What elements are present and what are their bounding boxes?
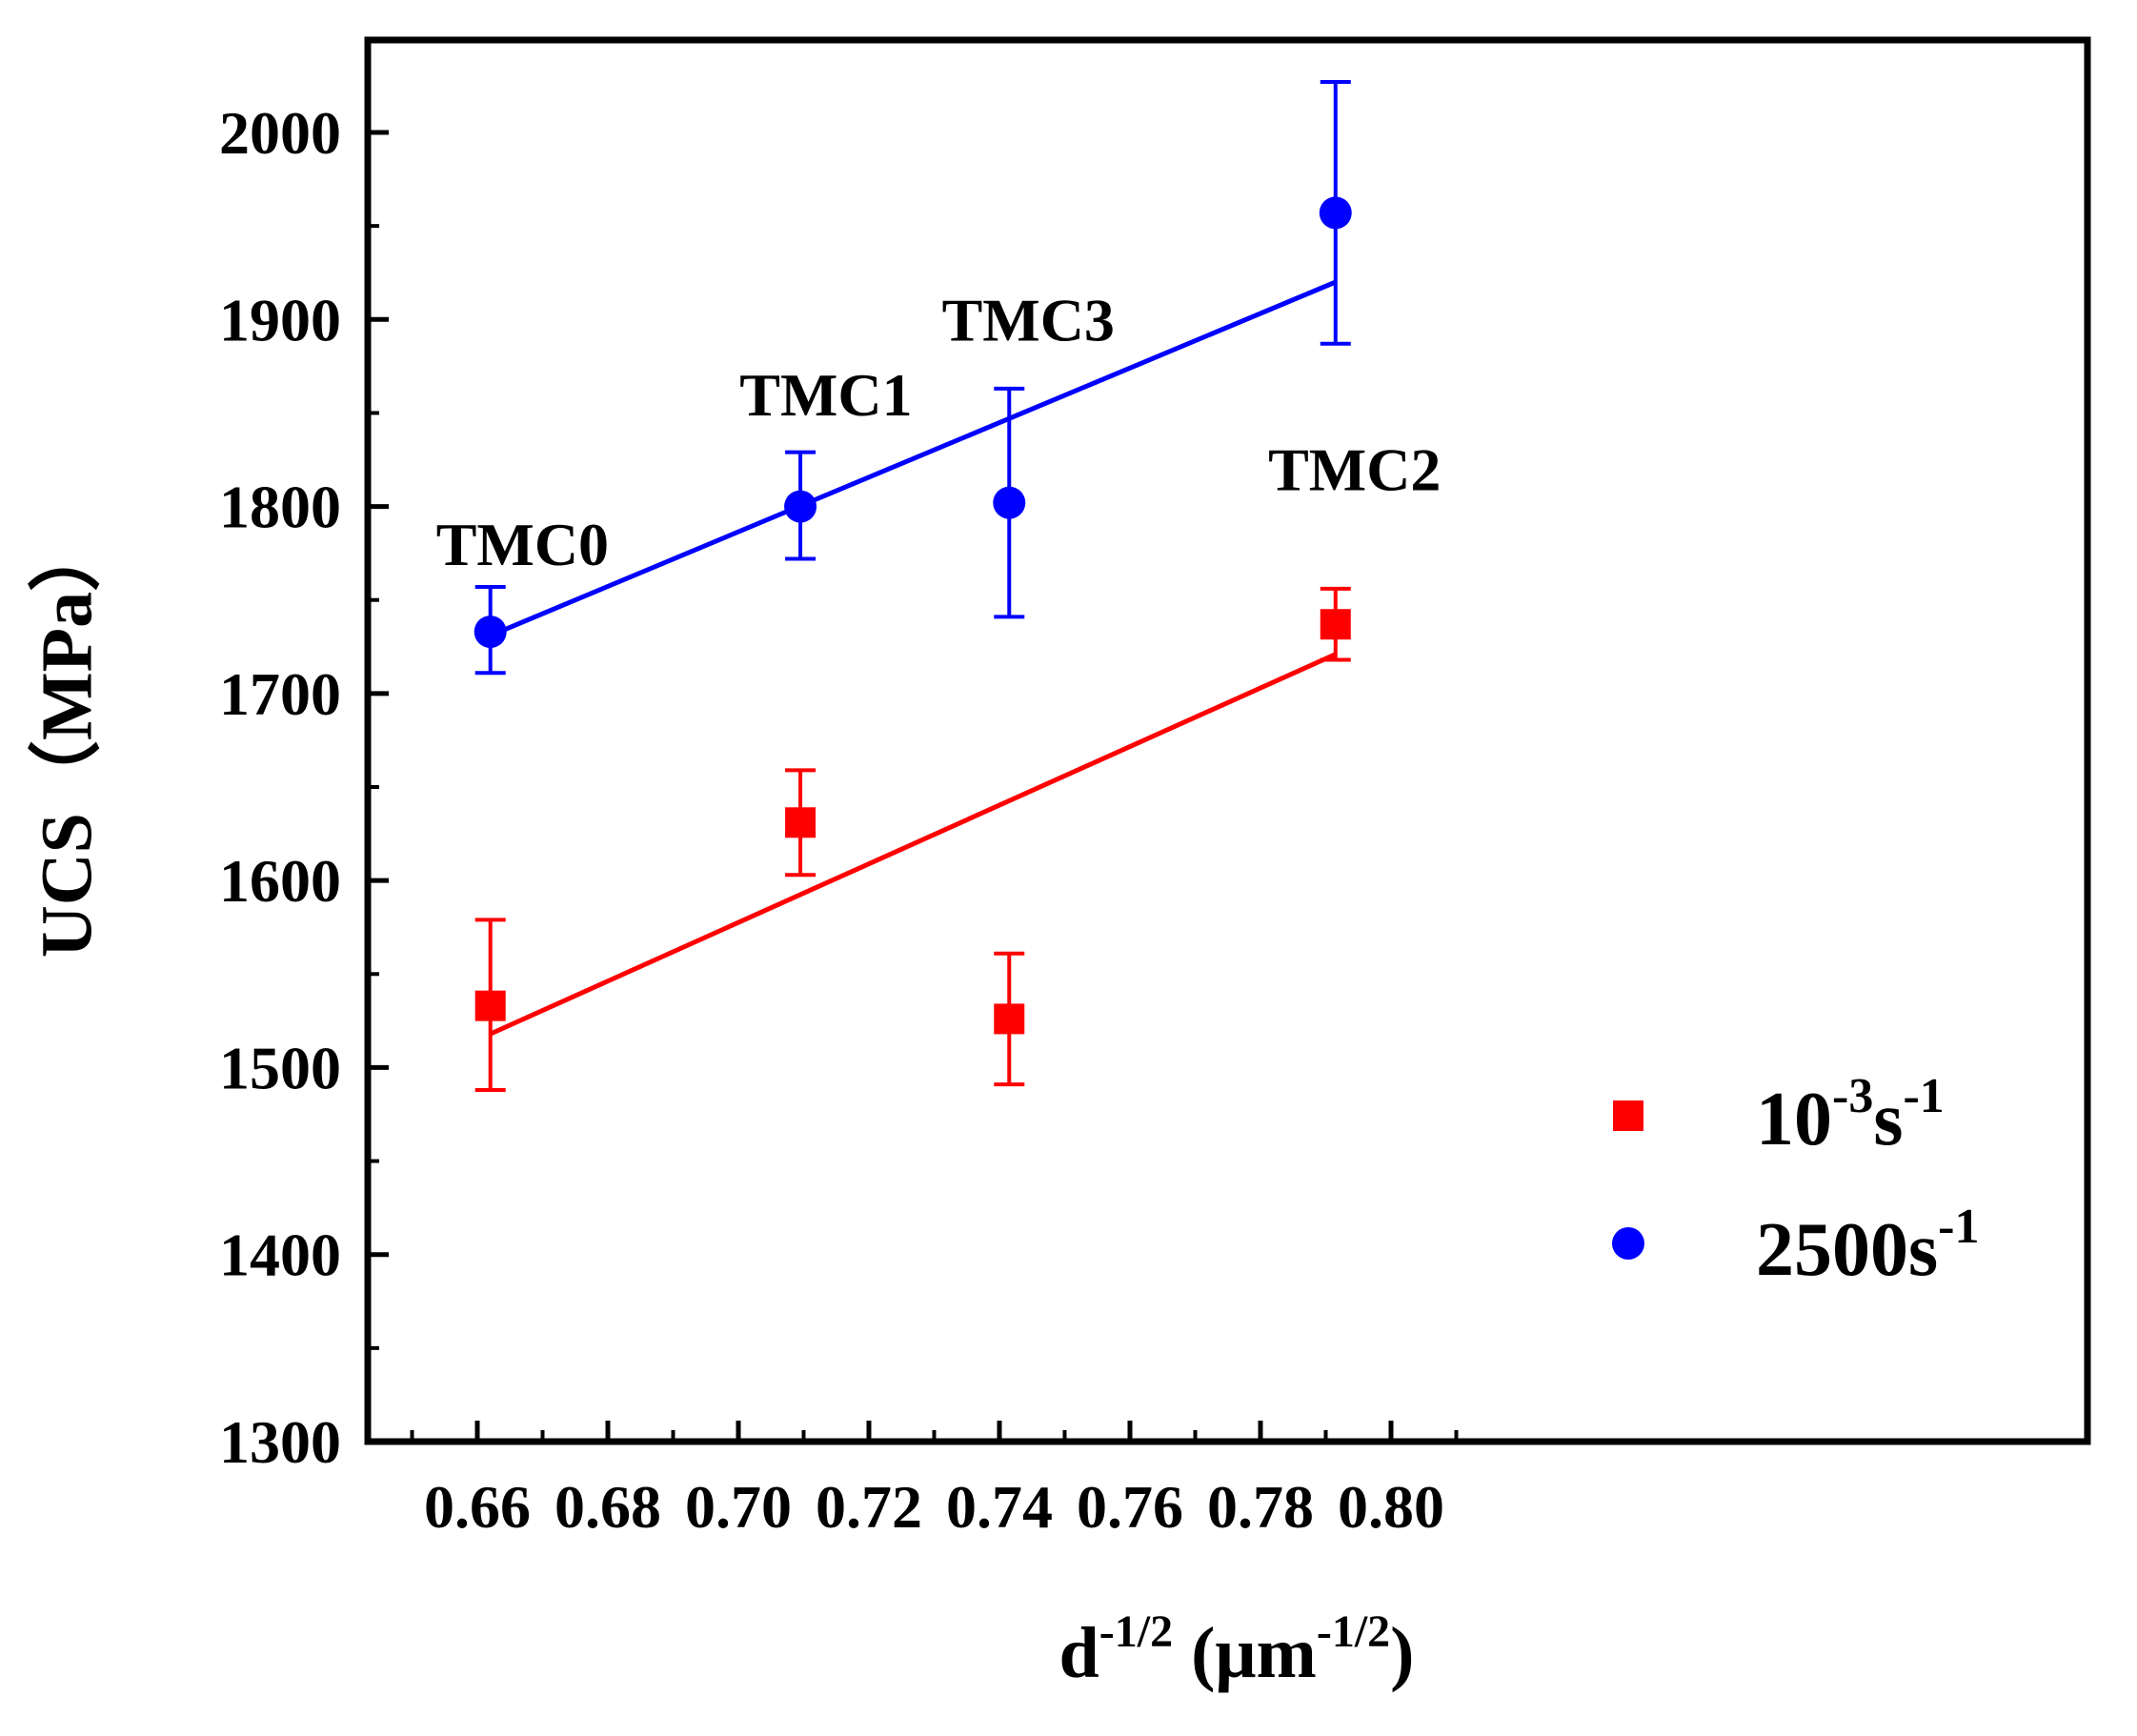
- x-tick-label: 0.80: [1338, 1473, 1444, 1541]
- legend-label-2500-base: 2500: [1756, 1208, 1908, 1292]
- legend-label-2500-unit-exp: -1: [1938, 1200, 1979, 1254]
- data-markers: [474, 196, 1352, 1035]
- point-annotations: TMC0 TMC1 TMC3 TMC2: [436, 286, 1441, 578]
- legend-label-2500: 2500s-1: [1756, 1200, 1979, 1292]
- y-axis-title: UCS（MPa）: [27, 519, 107, 958]
- point-label-tmc3: TMC3: [942, 286, 1115, 353]
- data-point-dynamic: [474, 616, 507, 649]
- legend-label-10e-3-unit: s: [1873, 1078, 1903, 1161]
- legend-label-10e-3-base: 10: [1756, 1078, 1832, 1161]
- legend-label-10e-3-exp: -3: [1832, 1069, 1873, 1123]
- y-tick-label: 1500: [219, 1034, 341, 1101]
- x-axis-title-unit-sup: -1/2: [1317, 1606, 1390, 1657]
- point-label-tmc2: TMC2: [1268, 435, 1441, 503]
- legend-marker-circle: [1612, 1227, 1644, 1260]
- plot-frame: [364, 36, 2091, 1445]
- x-axis-title-sup: -1/2: [1099, 1606, 1173, 1657]
- data-point-dynamic: [993, 486, 1026, 519]
- x-axis-title-main: d: [1059, 1613, 1099, 1693]
- y-tick-label: 1300: [219, 1408, 341, 1476]
- y-tick-label: 1700: [219, 660, 341, 728]
- point-label-tmc0: TMC0: [436, 511, 609, 578]
- y-tick-label: 1400: [219, 1221, 341, 1289]
- point-label-tmc1: TMC1: [739, 361, 912, 429]
- data-point-quasi-static: [785, 807, 816, 838]
- data-point-quasi-static: [474, 990, 506, 1021]
- x-tick-label: 0.78: [1207, 1473, 1314, 1541]
- x-axis-title: d-1/2 (μm-1/2): [1059, 1606, 1415, 1693]
- data-point-dynamic: [784, 490, 817, 523]
- y-tick-label: 2000: [219, 99, 341, 167]
- data-point-quasi-static: [994, 1003, 1025, 1035]
- legend-label-2500-unit: s: [1908, 1208, 1938, 1292]
- axis-ticks: 0.66 0.68 0.70 0.72 0.74 0.76 0.78 0.80 1300 1400…: [219, 99, 1459, 1541]
- data-point-quasi-static: [1320, 609, 1351, 640]
- x-axis-title-close: ): [1390, 1613, 1414, 1693]
- x-tick-label: 0.76: [1077, 1473, 1183, 1541]
- x-tick-label: 0.66: [424, 1473, 531, 1541]
- legend: 10-3s-1 2500s-1: [1612, 1069, 1979, 1292]
- y-tick-label: 1900: [219, 286, 341, 353]
- fit-line-quasi-static: [489, 652, 1337, 1037]
- fit-line-dynamic: [489, 279, 1337, 638]
- x-tick-label: 0.68: [554, 1473, 661, 1541]
- legend-label-10e-3: 10-3s-1: [1756, 1069, 1945, 1161]
- y-tick-label: 1600: [219, 847, 341, 915]
- x-tick-label: 0.74: [946, 1473, 1053, 1541]
- legend-marker-square: [1613, 1100, 1643, 1131]
- y-tick-label: 1800: [219, 474, 341, 541]
- x-tick-label: 0.72: [816, 1473, 922, 1541]
- legend-label-10e-3-unit-exp: -1: [1903, 1069, 1944, 1123]
- data-point-dynamic: [1319, 196, 1352, 230]
- x-axis-title-unit: (μm: [1173, 1613, 1317, 1693]
- fit-lines: [489, 279, 1337, 1037]
- x-tick-label: 0.70: [685, 1473, 792, 1541]
